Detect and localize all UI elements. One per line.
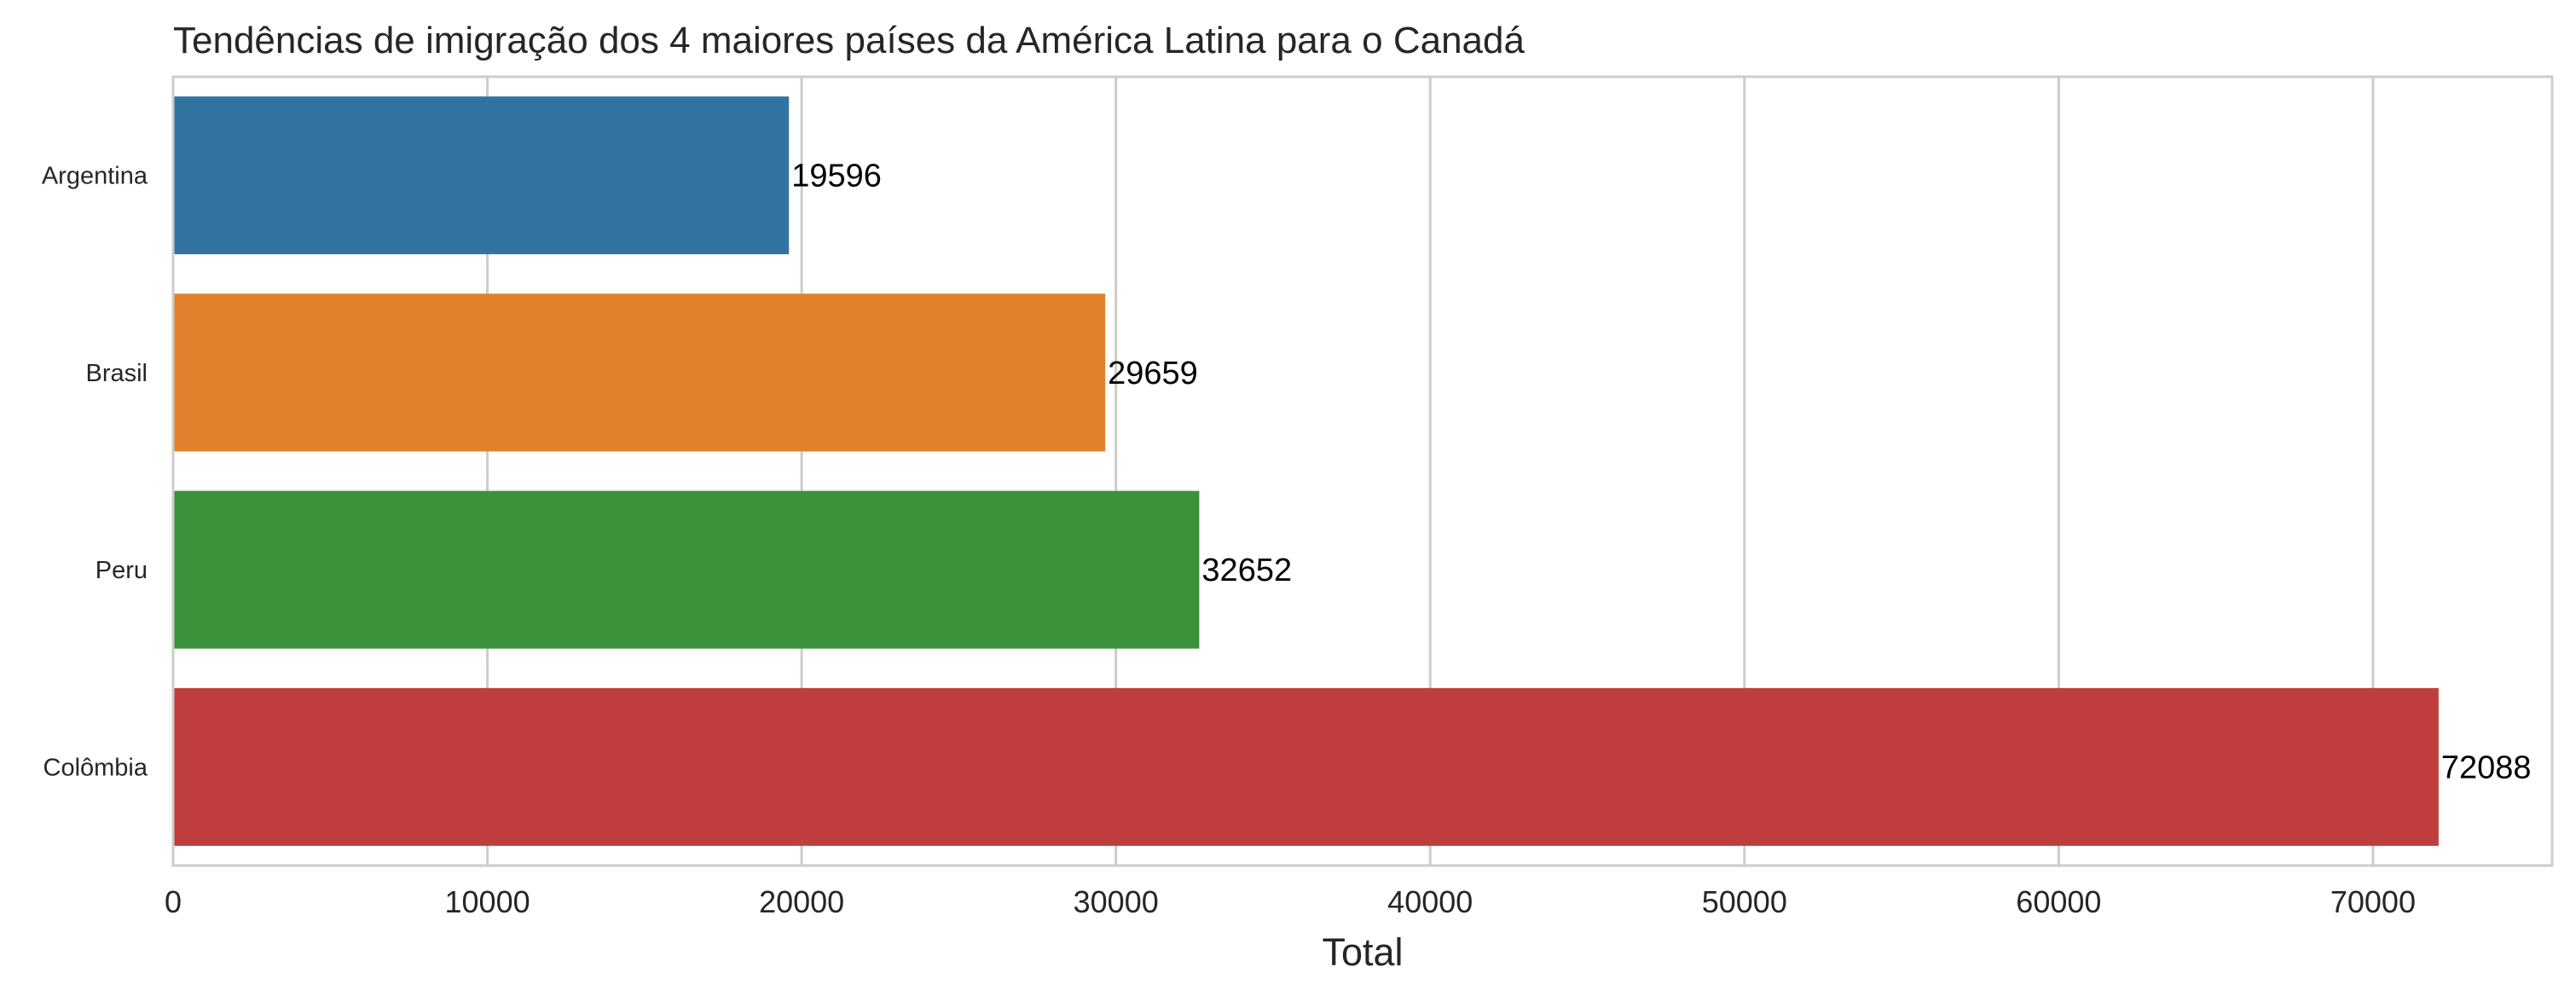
x-tick-label: 20000: [759, 884, 844, 919]
x-tick-label: 10000: [445, 884, 530, 919]
bar-argentina: [173, 96, 790, 255]
x-tick-label: 0: [165, 884, 182, 919]
x-tick-label: 50000: [1702, 884, 1787, 919]
data-labels: 19596 29659 32652 72088: [791, 159, 2531, 786]
category-label: Argentina: [42, 163, 148, 190]
data-label: 72088: [2441, 750, 2532, 785]
category-label: Brasil: [85, 360, 148, 387]
bar-peru: [173, 490, 1200, 649]
bar-colômbia: [173, 687, 2439, 846]
category-label: Peru: [96, 557, 148, 584]
x-tick-label: 30000: [1074, 884, 1159, 919]
x-tick-label: 70000: [2330, 884, 2416, 919]
data-label: 32652: [1201, 553, 1292, 588]
category-labels: Argentina Brasil Peru Colômbia: [42, 163, 148, 782]
bar-brasil: [173, 293, 1106, 452]
category-label: Colômbia: [43, 754, 148, 781]
x-axis-label: Total: [1322, 930, 1403, 974]
chart-title: Tendências de imigração dos 4 maiores pa…: [173, 20, 1525, 61]
x-tick-label: 40000: [1387, 884, 1473, 919]
grid: [486, 77, 2375, 866]
x-tick-labels: 0 10000 20000 30000 40000 50000 60000 70000: [165, 884, 2416, 919]
plot-frame: [171, 75, 2554, 867]
data-label: 19596: [791, 159, 882, 194]
bars: [173, 96, 2439, 846]
data-label: 29659: [1108, 356, 1198, 391]
x-tick-label: 60000: [2016, 884, 2101, 919]
